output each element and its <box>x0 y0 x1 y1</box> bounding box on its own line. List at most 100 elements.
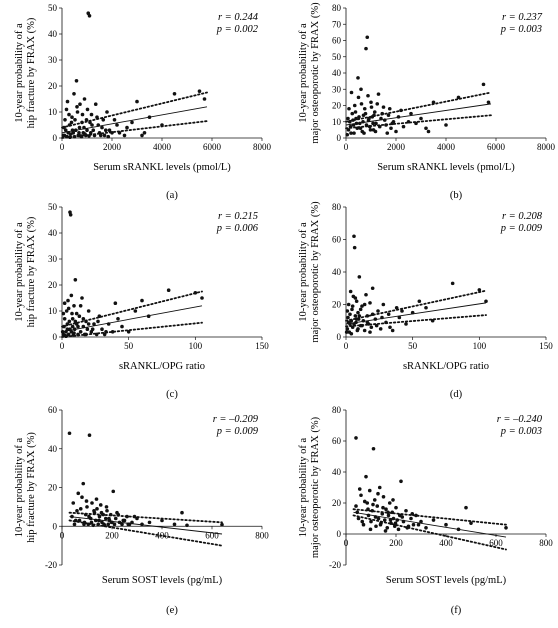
data-point <box>376 92 381 96</box>
data-point <box>72 134 77 139</box>
p-value: p = 0.006 <box>216 223 259 234</box>
data-point <box>96 123 101 127</box>
data-point <box>68 135 72 140</box>
data-point <box>73 278 78 282</box>
x-tick-label: 50 <box>124 341 134 351</box>
data-point <box>75 508 79 513</box>
data-point <box>68 213 73 217</box>
y-tick-label: 0 <box>53 332 58 342</box>
data-point <box>125 514 129 519</box>
data-point <box>354 116 358 121</box>
data-point <box>80 495 84 499</box>
data-point <box>62 301 67 306</box>
data-point <box>368 330 372 334</box>
r-value: r = 0.208 <box>502 211 543 222</box>
data-point <box>197 89 202 93</box>
data-point <box>103 128 108 132</box>
data-point <box>87 14 92 18</box>
x-axis-label: Serum SOST levels (pg/mL) <box>102 575 223 586</box>
data-point <box>431 518 436 522</box>
data-point <box>361 119 365 124</box>
data-point <box>424 305 428 310</box>
data-point <box>348 312 352 317</box>
data-point <box>86 522 91 527</box>
data-point <box>81 317 86 321</box>
y-axis-label: hip fracture by FRAX (%) <box>26 216 37 327</box>
data-point <box>360 304 364 308</box>
data-point <box>84 499 89 503</box>
data-point <box>172 92 177 96</box>
y-tick-label: 40 <box>48 29 58 39</box>
data-point <box>430 318 435 323</box>
ci-upper-line <box>345 91 492 123</box>
data-point <box>345 309 350 313</box>
x-tick-label: 6000 <box>487 142 506 152</box>
data-point <box>112 118 117 122</box>
data-point <box>84 118 89 122</box>
data-point <box>140 522 144 527</box>
data-point <box>357 115 361 119</box>
data-point <box>450 281 455 286</box>
data-point <box>367 488 372 493</box>
data-point <box>374 121 378 126</box>
y-tick-label: 60 <box>332 36 342 46</box>
data-point <box>444 522 448 527</box>
data-point <box>69 293 74 298</box>
data-point <box>404 508 408 513</box>
data-point <box>390 121 395 126</box>
data-point <box>477 288 482 292</box>
y-tick-label: 40 <box>332 467 342 477</box>
data-point <box>135 99 139 104</box>
data-point <box>411 522 416 527</box>
data-point <box>409 111 413 116</box>
data-point <box>354 504 358 508</box>
data-point <box>351 123 356 127</box>
data-point <box>346 116 350 121</box>
data-point <box>351 118 355 122</box>
data-point <box>352 234 356 239</box>
x-tick-label: 200 <box>105 530 119 540</box>
data-point <box>77 518 82 523</box>
data-point <box>364 46 368 51</box>
data-point <box>130 520 134 525</box>
data-point <box>93 102 98 106</box>
data-point <box>140 133 144 138</box>
data-point <box>346 315 350 320</box>
y-axis-label: hip fracture by FRAX (%) <box>26 432 37 543</box>
data-point <box>75 105 79 109</box>
data-point <box>353 110 358 114</box>
data-point <box>67 431 72 436</box>
data-point <box>66 306 71 311</box>
x-tick-label: 6000 <box>203 142 222 152</box>
p-value: p = 0.002 <box>216 24 259 35</box>
data-point <box>405 526 410 530</box>
data-point <box>83 512 88 517</box>
data-point <box>94 497 99 501</box>
x-axis-label: Serum sRANKL levels (pmol/L) <box>93 162 231 173</box>
data-point <box>82 125 86 130</box>
data-point <box>368 527 373 532</box>
data-point <box>82 522 86 527</box>
data-point <box>86 309 91 313</box>
data-point <box>371 121 375 126</box>
data-point <box>80 120 84 125</box>
x-tick-label: 0 <box>60 341 65 351</box>
data-point <box>100 125 104 130</box>
panel-caption: (b) <box>450 190 463 201</box>
data-point <box>63 128 68 132</box>
data-point <box>419 116 423 121</box>
x-tick-label: 800 <box>255 530 269 540</box>
data-point <box>73 128 78 132</box>
data-point <box>344 330 349 334</box>
y-tick-label: 40 <box>332 68 342 78</box>
data-point <box>389 126 393 131</box>
data-point <box>390 510 395 515</box>
data-point <box>87 433 92 437</box>
ci-upper-line <box>345 289 487 322</box>
data-point <box>486 100 491 105</box>
ci-upper-line <box>352 508 507 526</box>
data-point <box>464 505 468 510</box>
y-tick-label: -20 <box>45 560 57 570</box>
data-point <box>384 507 388 512</box>
data-point <box>97 314 102 319</box>
